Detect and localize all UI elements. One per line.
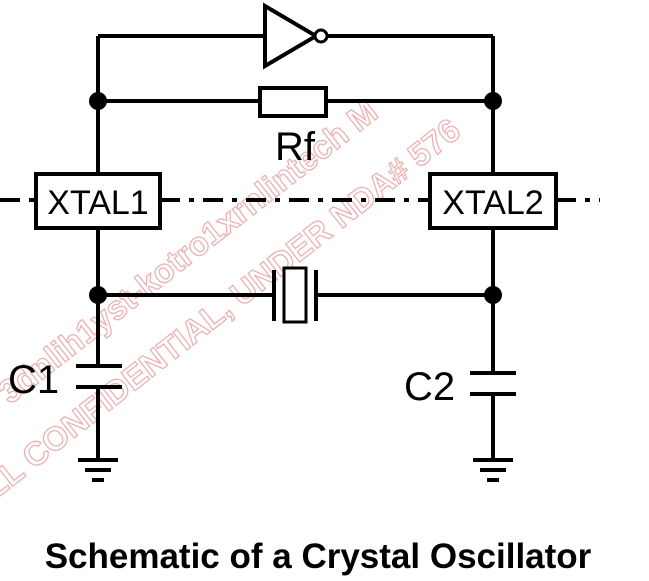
watermark: 3dnlih1yst-kotro1xrnlintech M LL CONFIDE… xyxy=(0,92,468,506)
pin-xtal1-box xyxy=(34,172,162,230)
pin-xtal1: XTAL1 xyxy=(34,172,162,230)
junction-left-crystal xyxy=(89,286,107,304)
feedback-resistor xyxy=(258,86,328,118)
junction-right-crystal xyxy=(484,286,502,304)
capacitor-c2: C2 xyxy=(404,365,516,460)
pin-xtal2-label: XTAL2 xyxy=(442,184,543,222)
pin-xtal2-box xyxy=(428,172,558,230)
inverter-bubble xyxy=(313,28,329,44)
junction-right-resistor xyxy=(484,92,502,110)
diagram-caption: Schematic of a Crystal Oscillator xyxy=(45,537,592,576)
ground-left-icon xyxy=(78,458,118,482)
capacitor-c1: C1 xyxy=(8,358,122,460)
inverter-symbol xyxy=(263,2,320,70)
pin-xtal1-label: XTAL1 xyxy=(47,184,148,222)
inverter-loop xyxy=(98,2,493,70)
pin-xtal2: XTAL2 xyxy=(428,172,558,230)
resistor-label: Rf xyxy=(275,125,316,169)
feedback-resistor-branch: Rf xyxy=(98,86,493,169)
crystal-symbol xyxy=(282,266,308,324)
ground-right-icon xyxy=(473,458,513,482)
junction-left-resistor xyxy=(89,92,107,110)
c1-label: C1 xyxy=(8,358,59,402)
watermark-line-2: LL CONFIDENTIAL, UNDER NDA# 576 xyxy=(0,111,467,506)
c2-label: C2 xyxy=(404,365,455,409)
crystal-branch xyxy=(98,266,493,324)
